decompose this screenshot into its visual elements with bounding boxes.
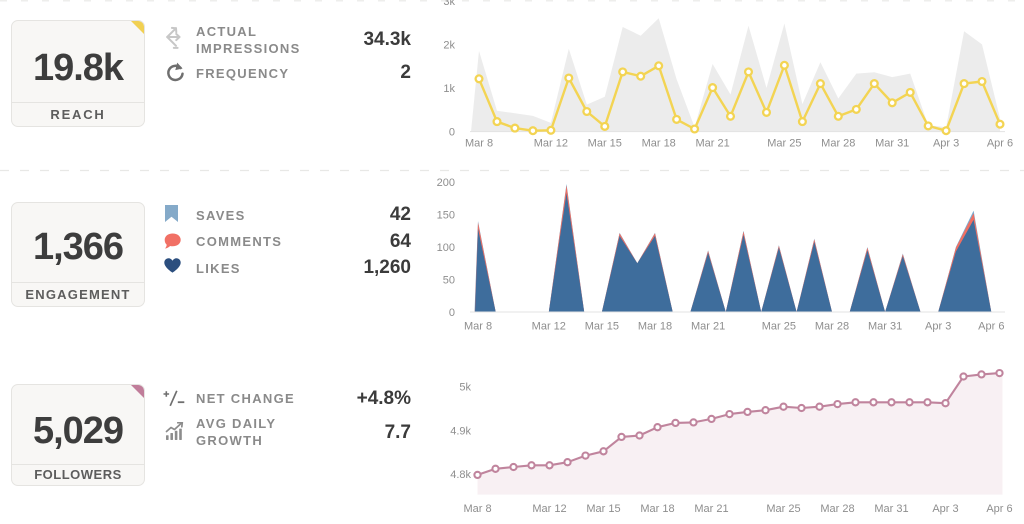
svg-text:Apr 3: Apr 3 [932,503,958,515]
svg-text:150: 150 [437,210,455,222]
svg-text:Mar 31: Mar 31 [874,503,908,515]
svg-text:Apr 3: Apr 3 [925,321,951,333]
svg-text:Mar 31: Mar 31 [875,138,909,150]
svg-text:Mar 15: Mar 15 [586,503,620,515]
svg-text:Mar 28: Mar 28 [815,321,849,333]
svg-text:0: 0 [449,127,455,139]
svg-text:Mar 25: Mar 25 [762,321,796,333]
svg-text:100: 100 [437,242,455,254]
svg-text:Mar 8: Mar 8 [465,138,493,150]
svg-text:0: 0 [449,307,455,319]
svg-text:Mar 18: Mar 18 [638,321,672,333]
svg-text:Apr 6: Apr 6 [978,321,1004,333]
svg-text:Mar 21: Mar 21 [694,503,728,515]
svg-text:Mar 8: Mar 8 [464,321,492,333]
svg-text:Mar 15: Mar 15 [585,321,619,333]
svg-text:Mar 12: Mar 12 [532,321,566,333]
svg-text:4.8k: 4.8k [450,469,471,481]
svg-text:Mar 12: Mar 12 [532,503,566,515]
svg-text:200: 200 [437,177,455,189]
svg-text:Mar 18: Mar 18 [642,138,676,150]
svg-text:5k: 5k [459,382,471,394]
svg-text:Apr 3: Apr 3 [933,138,959,150]
svg-text:Apr 6: Apr 6 [987,138,1013,150]
svg-text:Mar 25: Mar 25 [766,503,800,515]
svg-text:Mar 28: Mar 28 [820,503,854,515]
svg-text:Mar 31: Mar 31 [868,321,902,333]
svg-text:Mar 28: Mar 28 [821,138,855,150]
svg-text:Mar 12: Mar 12 [534,138,568,150]
svg-text:Apr 6: Apr 6 [986,503,1012,515]
svg-text:Mar 21: Mar 21 [695,138,729,150]
svg-text:50: 50 [443,275,455,287]
svg-text:1k: 1k [443,83,455,95]
svg-text:Mar 21: Mar 21 [691,321,725,333]
svg-text:Mar 18: Mar 18 [640,503,674,515]
svg-text:Mar 8: Mar 8 [463,503,491,515]
svg-text:Mar 25: Mar 25 [767,138,801,150]
svg-text:Mar 15: Mar 15 [588,138,622,150]
svg-text:4.9k: 4.9k [450,425,471,437]
svg-text:2k: 2k [443,39,455,51]
svg-text:3k: 3k [443,0,455,8]
